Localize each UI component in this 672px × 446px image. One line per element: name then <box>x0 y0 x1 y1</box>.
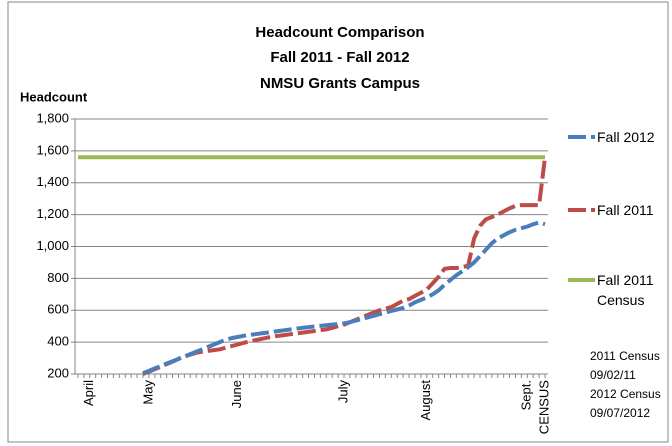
chart-title: Fall 2011 - Fall 2012 <box>270 49 409 66</box>
y-tick-label: 1,800 <box>36 110 69 125</box>
x-tick-label: June <box>229 380 244 408</box>
y-axis-label: Headcount <box>20 89 88 104</box>
x-tick-label: Sept. <box>519 380 534 410</box>
chart-title: NMSU Grants Campus <box>260 75 420 92</box>
x-tick-label: May <box>140 380 155 405</box>
y-tick-label: 400 <box>47 334 69 349</box>
x-tick-label: August <box>418 380 433 421</box>
x-tick-label: July <box>335 380 350 404</box>
y-tick-label: 800 <box>47 270 69 285</box>
y-tick-label: 1,000 <box>36 238 69 253</box>
legend-label: Fall 2011 <box>597 202 654 218</box>
legend-label: Fall 2012 <box>597 129 655 145</box>
legend-label: Fall 2011 Census <box>597 272 654 308</box>
y-tick-label: 600 <box>47 302 69 317</box>
chart-title: Headcount Comparison <box>255 24 424 41</box>
annotation: 2012 Census <box>590 387 661 401</box>
annotation: 2011 Census <box>590 349 660 363</box>
x-tick-label: CENSUS <box>536 380 551 435</box>
y-tick-label: 1,400 <box>36 174 69 189</box>
y-tick-label: 1,600 <box>36 142 69 157</box>
series-line <box>142 220 546 376</box>
y-tick-label: 1,200 <box>36 206 69 221</box>
annotation: 09/07/2012 <box>590 406 650 420</box>
annotation: 09/02/11 <box>590 368 636 382</box>
x-tick-label: April <box>81 380 96 406</box>
chart-frame <box>7 1 669 443</box>
y-tick-label: 200 <box>47 365 69 380</box>
